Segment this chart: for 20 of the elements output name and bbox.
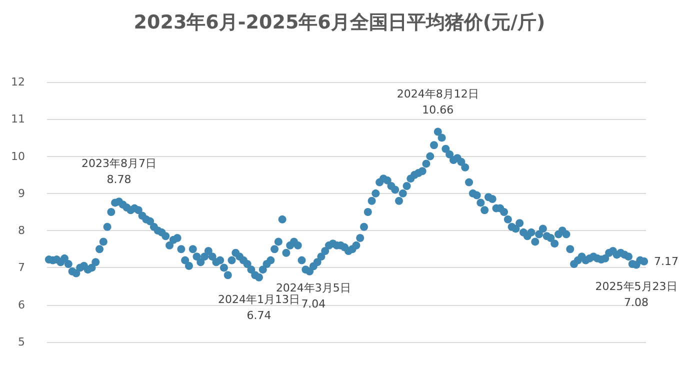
data-label: 8.78 (106, 173, 132, 186)
y-tick-label: 8 (18, 224, 25, 238)
y-tick-label: 10 (11, 150, 25, 163)
data-label: 7.04 (301, 298, 326, 311)
y-tick-label: 7 (18, 261, 25, 274)
y-tick-label: 6 (18, 298, 25, 312)
chart-title: 2023年6月-2025年6月全国日平均猪价(元/斤) (134, 12, 546, 34)
data-label: 7.08 (624, 296, 649, 310)
y-tick-label: 11 (11, 112, 25, 126)
y-tick-label: 9 (18, 186, 25, 200)
data-label: 6.74 (246, 308, 272, 322)
y-tick-label: 5 (18, 336, 25, 348)
annotation: 2024年3月5日 (276, 282, 351, 295)
data-label: 10.66 (422, 103, 454, 116)
data-label: 7.17 (654, 254, 679, 268)
y-tick-label: 12 (11, 76, 25, 88)
annotation: 2024年1月13日 (218, 292, 300, 306)
annotation: 2024年8月12日 (396, 87, 479, 100)
annotation: 2025年5月23日 (595, 280, 678, 294)
annotation: 2023年8月7日 (81, 157, 156, 170)
